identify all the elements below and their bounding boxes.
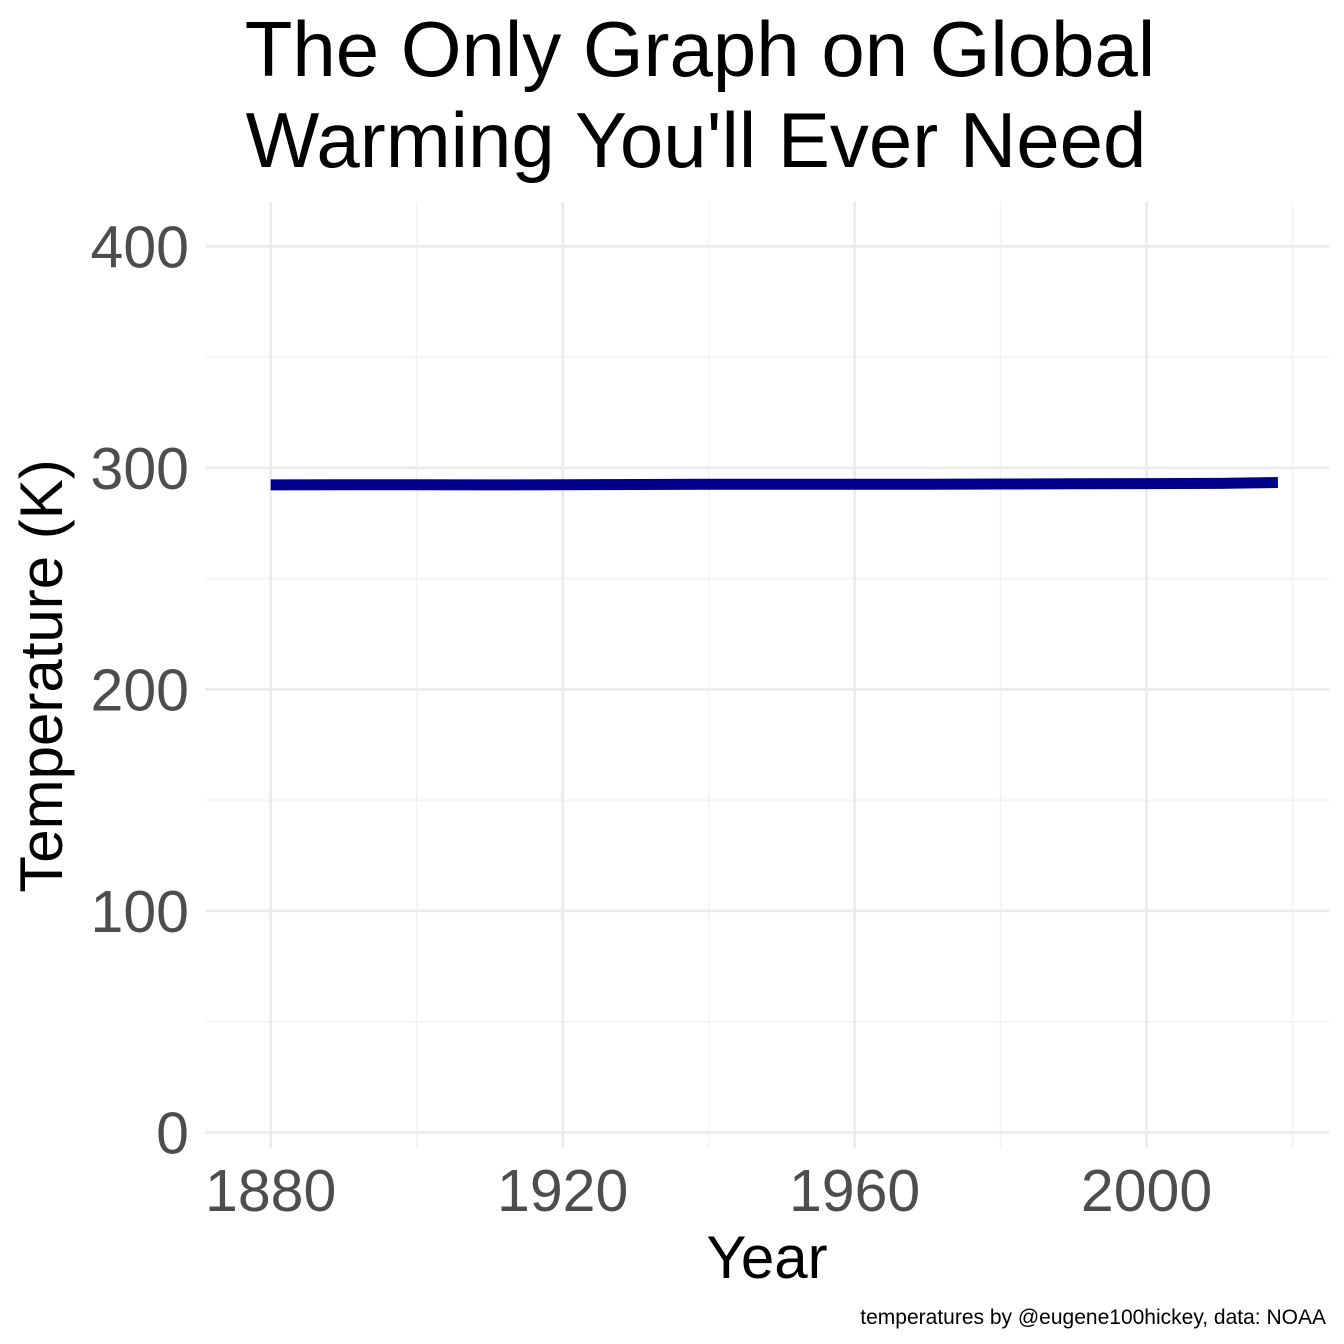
series-layer bbox=[270, 477, 1278, 491]
y-tick-label: 200 bbox=[91, 657, 189, 723]
y-axis-title: Temperature (K) bbox=[8, 459, 75, 892]
x-tick-label: 1920 bbox=[497, 1158, 628, 1224]
chart-title-line-1: The Only Graph on Global bbox=[245, 5, 1155, 93]
chart-title-line-2: Warming You'll Ever Need bbox=[246, 96, 1147, 184]
y-axis-tick-labels: 0 100 200 300 400 bbox=[91, 214, 189, 1166]
x-tick-label: 1960 bbox=[789, 1158, 920, 1224]
x-axis-tick-labels: 1880 1920 1960 2000 bbox=[205, 1158, 1212, 1224]
y-tick-label: 300 bbox=[91, 436, 189, 502]
temperature-series-line bbox=[270, 477, 1278, 491]
y-tick-label: 100 bbox=[91, 879, 189, 945]
major-gridlines bbox=[205, 202, 1329, 1148]
y-tick-label: 400 bbox=[91, 214, 189, 280]
x-tick-label: 2000 bbox=[1081, 1158, 1212, 1224]
y-tick-label: 0 bbox=[156, 1100, 189, 1166]
source-caption: temperatures by @eugene100hickey, data: … bbox=[860, 1306, 1326, 1329]
minor-gridlines bbox=[205, 202, 1329, 1148]
x-tick-label: 1880 bbox=[205, 1158, 336, 1224]
x-axis-title: Year bbox=[706, 1224, 827, 1291]
